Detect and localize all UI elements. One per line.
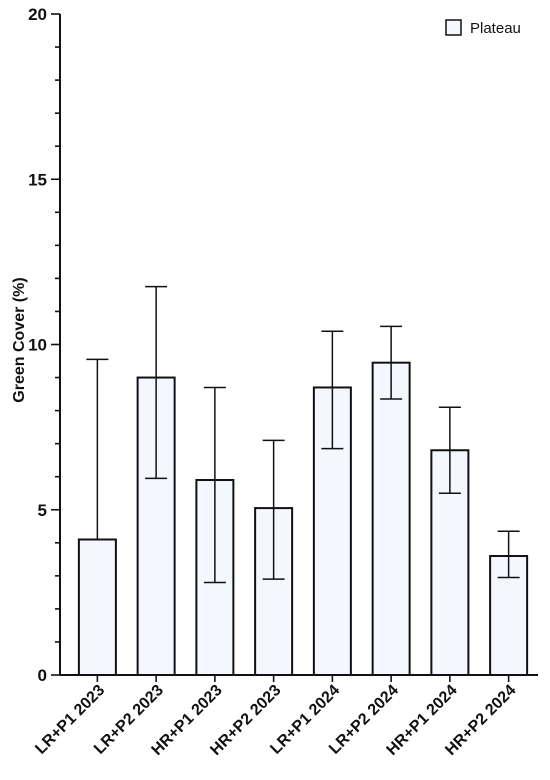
legend-swatch xyxy=(445,19,462,36)
y-tick-label: 5 xyxy=(38,501,47,520)
bars xyxy=(77,361,529,677)
y-tick-label: 10 xyxy=(28,336,47,355)
y-tick-label: 0 xyxy=(38,666,47,685)
bar xyxy=(77,538,117,676)
error-bars xyxy=(86,285,520,584)
bar xyxy=(371,361,411,676)
legend-label: Plateau xyxy=(470,20,521,37)
y-axis-title: Green Cover (%) xyxy=(11,277,28,402)
legend: Plateau xyxy=(445,19,521,37)
y-tick-label: 20 xyxy=(28,5,47,24)
y-tick-label: 15 xyxy=(28,170,47,189)
